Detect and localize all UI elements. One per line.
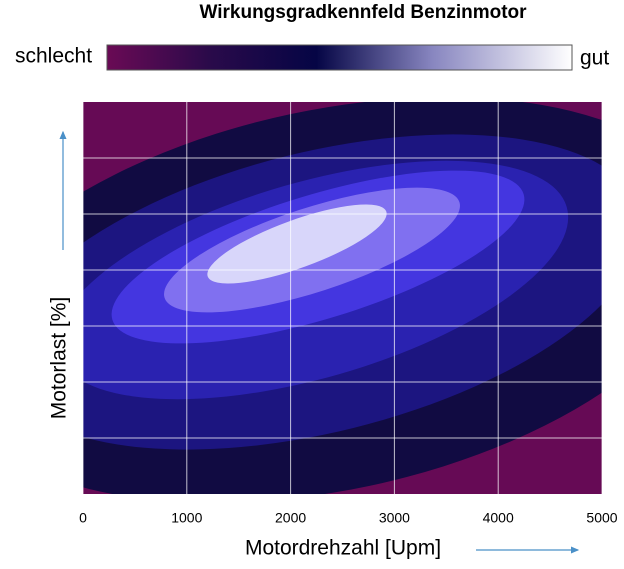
colorbar-high-label: gut <box>580 47 609 70</box>
x-axis-label: Motordrehzahl [Upm] <box>245 537 441 560</box>
chart-title: Wirkungsgradkennfeld Benzinmotor <box>199 2 527 23</box>
x-tick-label: 1000 <box>171 510 202 526</box>
colorbar-low-label: schlecht <box>15 45 92 68</box>
horizontal-grid <box>82 102 603 494</box>
x-tick-label: 4000 <box>483 510 514 526</box>
x-tick-label: 0 <box>79 510 87 526</box>
contour-map <box>83 102 602 494</box>
contour-level <box>207 204 387 284</box>
y-axis-label: Motorlast [%] <box>48 297 71 420</box>
x-tick-label: 2000 <box>275 510 306 526</box>
x-tick-label: 5000 <box>586 510 617 526</box>
colorbar <box>106 44 573 71</box>
x-tick-label: 3000 <box>379 510 410 526</box>
